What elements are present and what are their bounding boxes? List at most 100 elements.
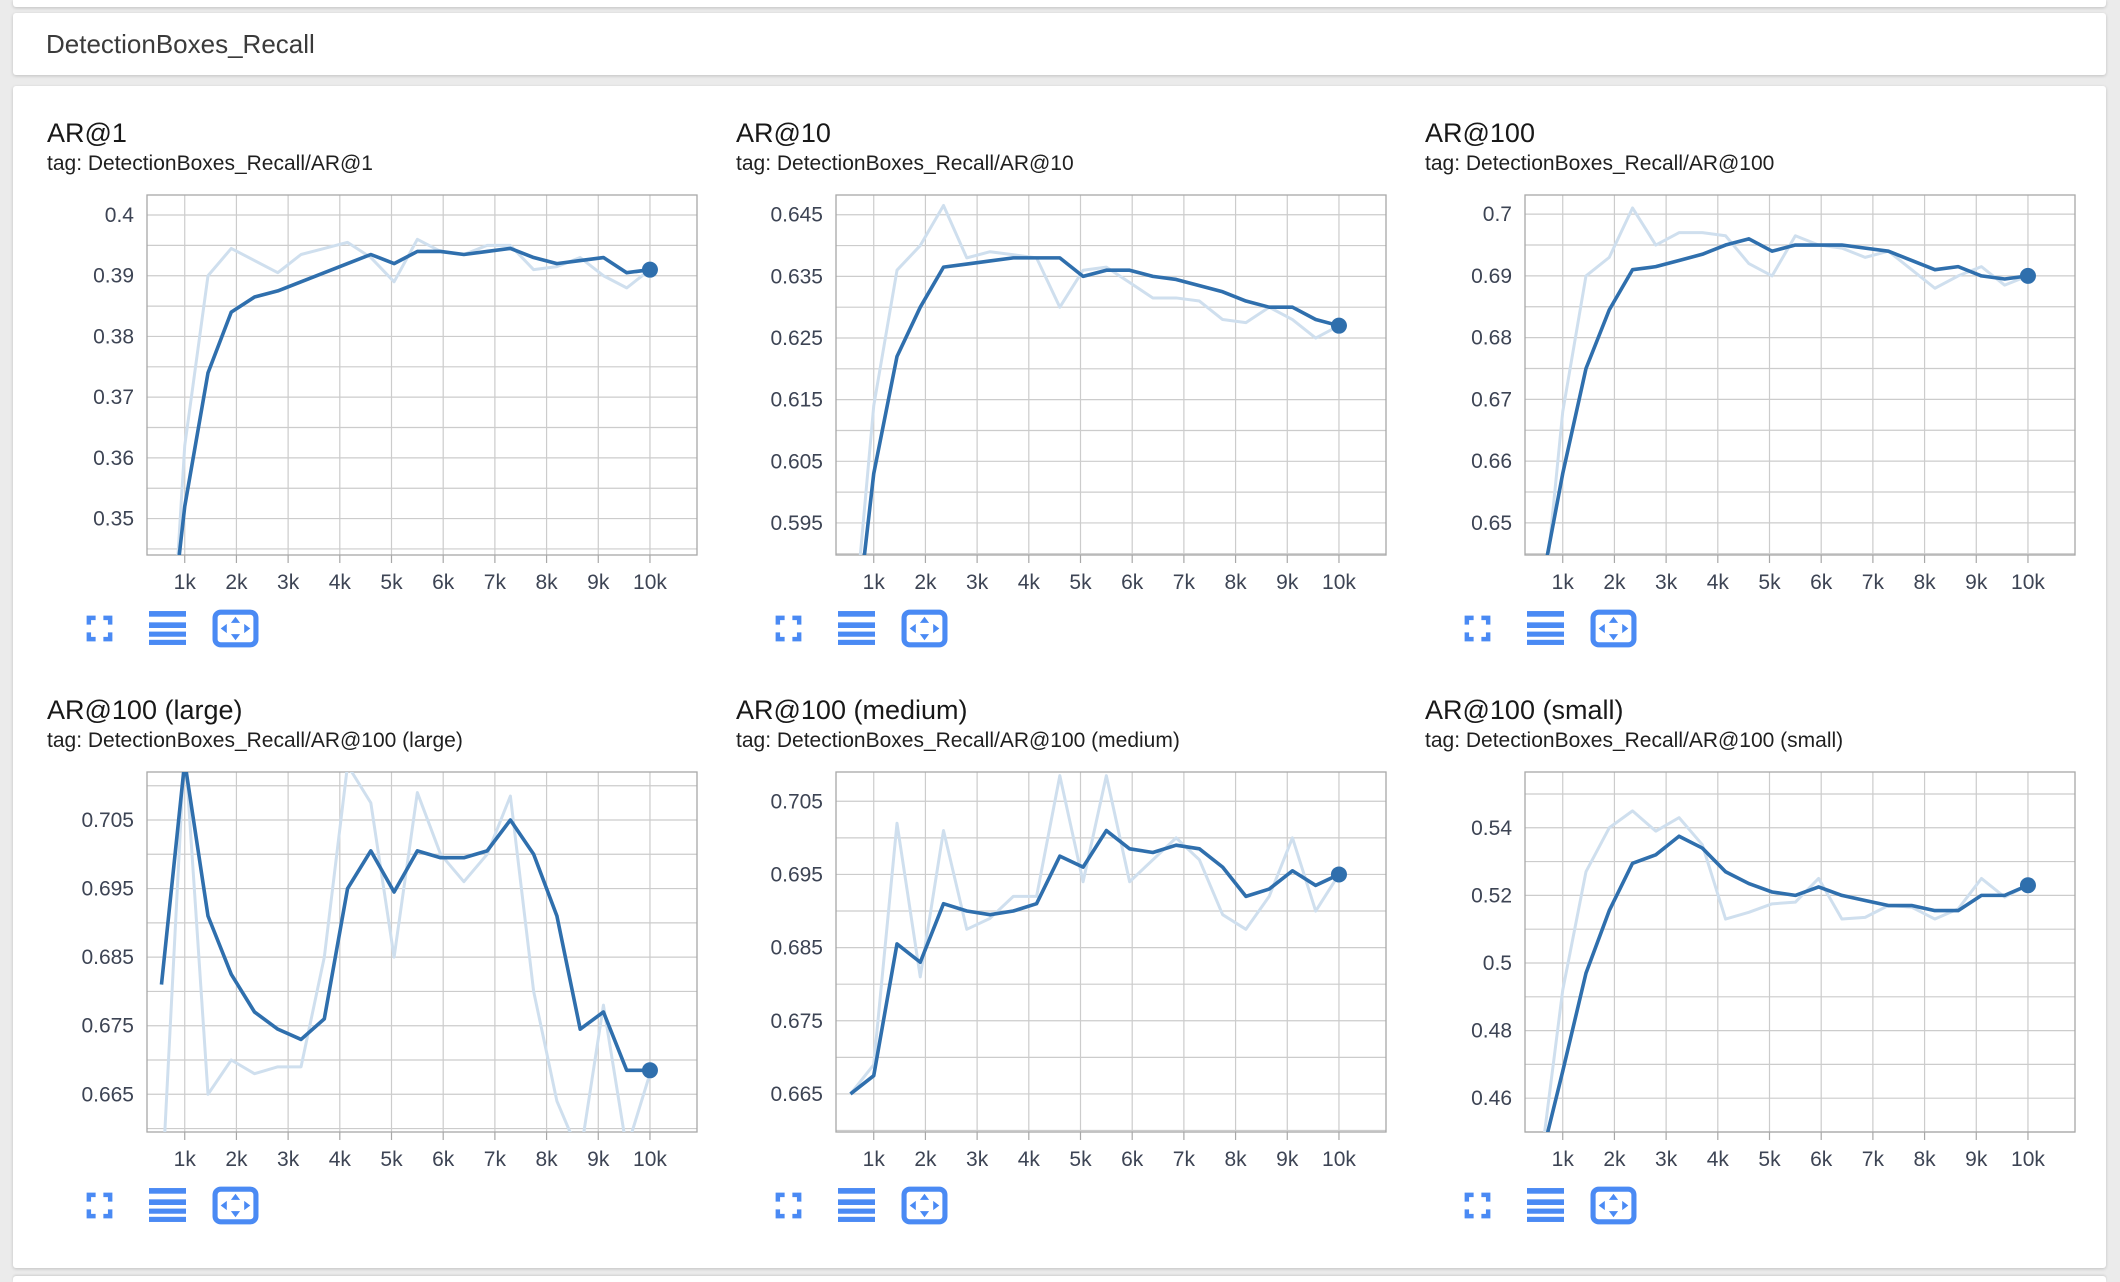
toggle-log-scale-button[interactable]: [832, 605, 880, 651]
svg-text:7k: 7k: [484, 1148, 507, 1171]
expand-chart-button[interactable]: [1453, 1182, 1501, 1228]
svg-text:1k: 1k: [174, 571, 197, 594]
svg-text:10k: 10k: [2011, 1148, 2045, 1171]
svg-text:0.705: 0.705: [770, 790, 823, 813]
svg-text:5k: 5k: [1758, 1148, 1781, 1171]
svg-text:8k: 8k: [1913, 571, 1936, 594]
expand-chart-button[interactable]: [75, 605, 123, 651]
chart-tag: tag: DetectionBoxes_Recall/AR@1: [47, 152, 373, 175]
chart-tag: tag: DetectionBoxes_Recall/AR@100 (mediu…: [736, 729, 1180, 752]
svg-text:8k: 8k: [535, 571, 558, 594]
svg-text:9k: 9k: [1965, 571, 1988, 594]
line-chart[interactable]: 1k 2k 3k 4k 5k 6k 7k 8k 9k 10k 0.665 0.675 0.685 0.69…: [47, 764, 707, 1178]
chart-title: AR@100 (large): [47, 695, 243, 725]
chart-toolbar: [75, 1182, 736, 1228]
line-chart[interactable]: 1k 2k 3k 4k 5k 6k 7k 8k 9k 10k 0.46 0.48 0.5 0.52 0.54: [1425, 764, 2085, 1178]
toggle-log-scale-button[interactable]: [1521, 605, 1569, 651]
expand-chart-button[interactable]: [764, 1182, 812, 1228]
svg-text:0.38: 0.38: [93, 325, 134, 348]
toggle-log-scale-button[interactable]: [1521, 1182, 1569, 1228]
svg-text:4k: 4k: [329, 571, 352, 594]
log-scale-icon: [148, 611, 186, 645]
toggle-log-scale-button[interactable]: [143, 1182, 191, 1228]
svg-text:7k: 7k: [1862, 1148, 1885, 1171]
svg-text:0.665: 0.665: [81, 1083, 134, 1106]
fit-domain-button[interactable]: [900, 605, 948, 651]
svg-text:0.695: 0.695: [81, 878, 134, 901]
svg-text:9k: 9k: [587, 571, 610, 594]
svg-text:7k: 7k: [1173, 571, 1196, 594]
fit-domain-icon: [212, 1186, 258, 1224]
svg-text:7k: 7k: [1173, 1148, 1196, 1171]
chart-toolbar: [764, 1182, 1425, 1228]
chart-tag: tag: DetectionBoxes_Recall/AR@100 (large…: [47, 729, 463, 752]
svg-text:0.625: 0.625: [770, 327, 823, 350]
svg-text:4k: 4k: [1018, 1148, 1041, 1171]
svg-text:0.635: 0.635: [770, 265, 823, 288]
svg-text:0.675: 0.675: [81, 1015, 134, 1038]
svg-text:3k: 3k: [966, 571, 989, 594]
fit-domain-icon: [1590, 1186, 1636, 1224]
svg-text:0.7: 0.7: [1483, 203, 1512, 226]
fit-domain-icon: [901, 1186, 947, 1224]
fullscreen-icon: [775, 1192, 801, 1218]
svg-text:8k: 8k: [1224, 571, 1247, 594]
line-chart[interactable]: 1k 2k 3k 4k 5k 6k 7k 8k 9k 10k 0.595 0.605 0.615 0.62…: [736, 187, 1396, 601]
expand-chart-button[interactable]: [764, 605, 812, 651]
chart-toolbar: [75, 605, 736, 651]
fit-domain-button[interactable]: [1589, 605, 1637, 651]
svg-text:1k: 1k: [863, 571, 886, 594]
fit-domain-button[interactable]: [900, 1182, 948, 1228]
svg-text:2k: 2k: [914, 571, 937, 594]
chart-card: AR@10 tag: DetectionBoxes_Recall/AR@10 1…: [736, 116, 1425, 651]
svg-text:0.605: 0.605: [770, 450, 823, 473]
svg-text:9k: 9k: [1965, 1148, 1988, 1171]
svg-text:1k: 1k: [174, 1148, 197, 1171]
section-header[interactable]: DetectionBoxes_Recall: [13, 13, 2106, 75]
svg-text:2k: 2k: [1603, 571, 1626, 594]
expand-chart-button[interactable]: [75, 1182, 123, 1228]
fit-domain-button[interactable]: [1589, 1182, 1637, 1228]
svg-text:0.66: 0.66: [1471, 450, 1512, 473]
log-scale-icon: [837, 1188, 875, 1222]
svg-text:1k: 1k: [863, 1148, 886, 1171]
svg-text:0.68: 0.68: [1471, 327, 1512, 350]
svg-text:8k: 8k: [1224, 1148, 1247, 1171]
chart-tag: tag: DetectionBoxes_Recall/AR@100 (small…: [1425, 729, 1844, 752]
svg-text:0.52: 0.52: [1471, 884, 1512, 907]
svg-text:0.65: 0.65: [1471, 512, 1512, 535]
charts-panel: AR@1 tag: DetectionBoxes_Recall/AR@1 1k 2…: [13, 86, 2106, 1268]
chart-tag: tag: DetectionBoxes_Recall/AR@10: [736, 152, 1074, 175]
svg-text:10k: 10k: [2011, 571, 2045, 594]
svg-text:7k: 7k: [484, 571, 507, 594]
svg-text:6k: 6k: [1810, 1148, 1833, 1171]
svg-text:6k: 6k: [432, 1148, 455, 1171]
chart-toolbar: [1453, 605, 2114, 651]
svg-text:5k: 5k: [1069, 1148, 1092, 1171]
svg-text:0.35: 0.35: [93, 508, 134, 531]
svg-text:9k: 9k: [1276, 571, 1299, 594]
chart-title: AR@1: [47, 118, 127, 148]
svg-text:2k: 2k: [225, 571, 248, 594]
toggle-log-scale-button[interactable]: [832, 1182, 880, 1228]
fit-domain-button[interactable]: [211, 1182, 259, 1228]
log-scale-icon: [1526, 1188, 1564, 1222]
svg-text:0.4: 0.4: [105, 204, 135, 227]
chart-title: AR@100 (medium): [736, 695, 968, 725]
toggle-log-scale-button[interactable]: [143, 605, 191, 651]
svg-text:5k: 5k: [1758, 571, 1781, 594]
svg-text:0.5: 0.5: [1483, 952, 1512, 975]
svg-text:0.36: 0.36: [93, 447, 134, 470]
svg-text:2k: 2k: [225, 1148, 248, 1171]
chart-toolbar: [764, 605, 1425, 651]
fit-domain-button[interactable]: [211, 605, 259, 651]
expand-chart-button[interactable]: [1453, 605, 1501, 651]
fullscreen-icon: [86, 1192, 112, 1218]
svg-text:0.54: 0.54: [1471, 817, 1512, 840]
line-chart[interactable]: 1k 2k 3k 4k 5k 6k 7k 8k 9k 10k 0.35 0.36 0.37 0.38 0.3…: [47, 187, 707, 601]
svg-text:5k: 5k: [380, 571, 403, 594]
line-chart[interactable]: 1k 2k 3k 4k 5k 6k 7k 8k 9k 10k 0.665 0.675 0.685 0.69…: [736, 764, 1396, 1178]
fullscreen-icon: [1464, 615, 1490, 641]
svg-text:3k: 3k: [966, 1148, 989, 1171]
line-chart[interactable]: 1k 2k 3k 4k 5k 6k 7k 8k 9k 10k 0.65 0.66 0.67 0.68 0.6…: [1425, 187, 2085, 601]
